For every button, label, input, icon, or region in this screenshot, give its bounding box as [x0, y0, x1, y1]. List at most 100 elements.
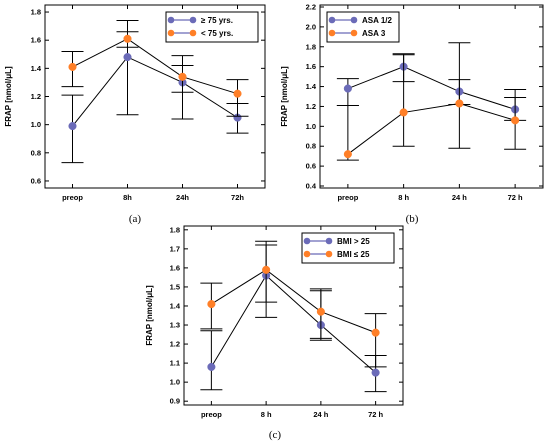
data-point [343, 150, 352, 159]
series-line [72, 38, 238, 95]
y-tick-label: 0.8 [31, 148, 41, 157]
y-tick-label: 0.6 [31, 176, 41, 185]
data-point [207, 362, 216, 371]
y-tick-label: 1.5 [170, 282, 180, 291]
x-tick-label: 24 h [313, 410, 328, 419]
legend-box [165, 11, 259, 43]
y-tick-label: 1.4 [170, 301, 181, 310]
plot-frame [319, 4, 544, 189]
legend-label: < 75 yrs. [201, 29, 233, 38]
x-tick-label: 24 h [452, 193, 467, 202]
y-tick-label: 1.2 [306, 102, 316, 111]
x-tick-label: preop [62, 193, 83, 202]
y-axis-label: FRAP [nmol/μL] [4, 66, 13, 127]
data-point [316, 307, 325, 316]
legend-swatch-marker [325, 237, 333, 245]
x-tick-label: 72h [231, 193, 244, 202]
x-tick-label: 8 h [398, 193, 409, 202]
y-tick-label: 1.2 [170, 340, 180, 349]
data-point [233, 89, 242, 98]
chart-panel-3: 0.9 1.0 1.1 1.2 1.3 1.4 1.5 1.6 1.7 1.8 preop 8 h 24… [145, 225, 404, 441]
legend-swatch-marker [189, 16, 197, 24]
y-tick-label: 1.6 [31, 36, 41, 45]
y-tick-label: 2.0 [306, 22, 316, 31]
legend-swatch-marker [350, 29, 358, 37]
x-tick-label: preop [201, 410, 222, 419]
legend-swatch-marker [303, 237, 311, 245]
legend-label: BMI > 25 [337, 237, 370, 246]
y-tick-label: 1.8 [306, 42, 316, 51]
x-tick-label: 72 h [508, 193, 523, 202]
data-point [511, 116, 520, 125]
y-tick-label: 1.6 [170, 263, 180, 272]
y-tick-label: 1.0 [170, 378, 180, 387]
data-point [123, 53, 132, 62]
x-tick-label: 8h [123, 193, 132, 202]
data-point [399, 108, 408, 117]
data-point [455, 99, 464, 108]
y-tick-label: 1.0 [306, 122, 316, 131]
series-line [211, 269, 376, 334]
y-tick-label: 1.2 [31, 92, 41, 101]
data-point [371, 328, 380, 337]
panel-caption: (c) [269, 429, 282, 441]
y-tick-label: 1.4 [31, 64, 42, 73]
legend-box [301, 232, 395, 264]
data-point [68, 122, 77, 131]
chart-panel-1: 0.6 0.8 1.0 1.2 1.4 1.6 1.8 preop 8h 24h 72h FRAP [… [4, 4, 266, 225]
legend: BMI > 25 BMI ≤ 25 [301, 232, 395, 264]
series-line [347, 102, 516, 155]
panel-caption: (b) [406, 213, 419, 225]
series-2 [200, 244, 387, 368]
legend-label: BMI ≤ 25 [337, 250, 370, 259]
y-tick-label: 0.9 [170, 397, 180, 406]
y-tick-label: 1.3 [170, 321, 180, 330]
legend-swatch-marker [303, 250, 311, 258]
plot-frame [183, 225, 404, 406]
series-2 [336, 42, 527, 161]
series-2 [61, 31, 249, 117]
legend: ASA 1/2 ASA 3 [326, 11, 400, 43]
data-point [178, 72, 187, 81]
data-point [68, 62, 77, 71]
legend-label: ASA 3 [362, 29, 386, 38]
series-line [72, 56, 238, 127]
data-point [123, 34, 132, 43]
legend-label: ≥ 75 yrs. [201, 16, 233, 25]
legend-swatch-marker [328, 16, 336, 24]
legend-swatch-marker [167, 16, 175, 24]
y-tick-label: 1.8 [170, 225, 180, 234]
series-1 [336, 53, 527, 121]
y-tick-label: 0.6 [306, 162, 316, 171]
legend-swatch-marker [167, 29, 175, 37]
legend-label: ASA 1/2 [362, 16, 392, 25]
series-1 [200, 240, 387, 393]
x-tick-label: 24h [176, 193, 189, 202]
y-tick-label: 1.6 [306, 62, 316, 71]
data-point [343, 84, 352, 93]
legend-swatch-marker [189, 29, 197, 37]
legend-swatch-marker [350, 16, 358, 24]
legend-swatch-marker [325, 250, 333, 258]
legend: ≥ 75 yrs. < 75 yrs. [165, 11, 259, 43]
y-axis-label: FRAP [nmol/μL] [145, 285, 154, 346]
y-tick-label: 1.1 [170, 359, 180, 368]
y-tick-label: 1.8 [31, 8, 41, 17]
y-tick-label: 1.0 [31, 120, 41, 129]
x-tick-label: preop [337, 193, 358, 202]
legend-box [326, 11, 400, 43]
y-tick-label: 2.2 [306, 2, 316, 11]
series-line [210, 274, 376, 374]
y-tick-label: 1.4 [306, 82, 317, 91]
data-point [371, 368, 380, 377]
data-point [262, 265, 271, 274]
x-tick-label: 72 h [368, 410, 383, 419]
y-axis-label: FRAP [nmol/μL] [280, 66, 289, 127]
y-tick-label: 0.4 [306, 182, 317, 191]
series-line [347, 66, 516, 110]
y-tick-label: 1.7 [170, 244, 180, 253]
data-point [207, 300, 216, 309]
panel-caption: (a) [129, 213, 142, 225]
y-tick-label: 0.8 [306, 142, 316, 151]
